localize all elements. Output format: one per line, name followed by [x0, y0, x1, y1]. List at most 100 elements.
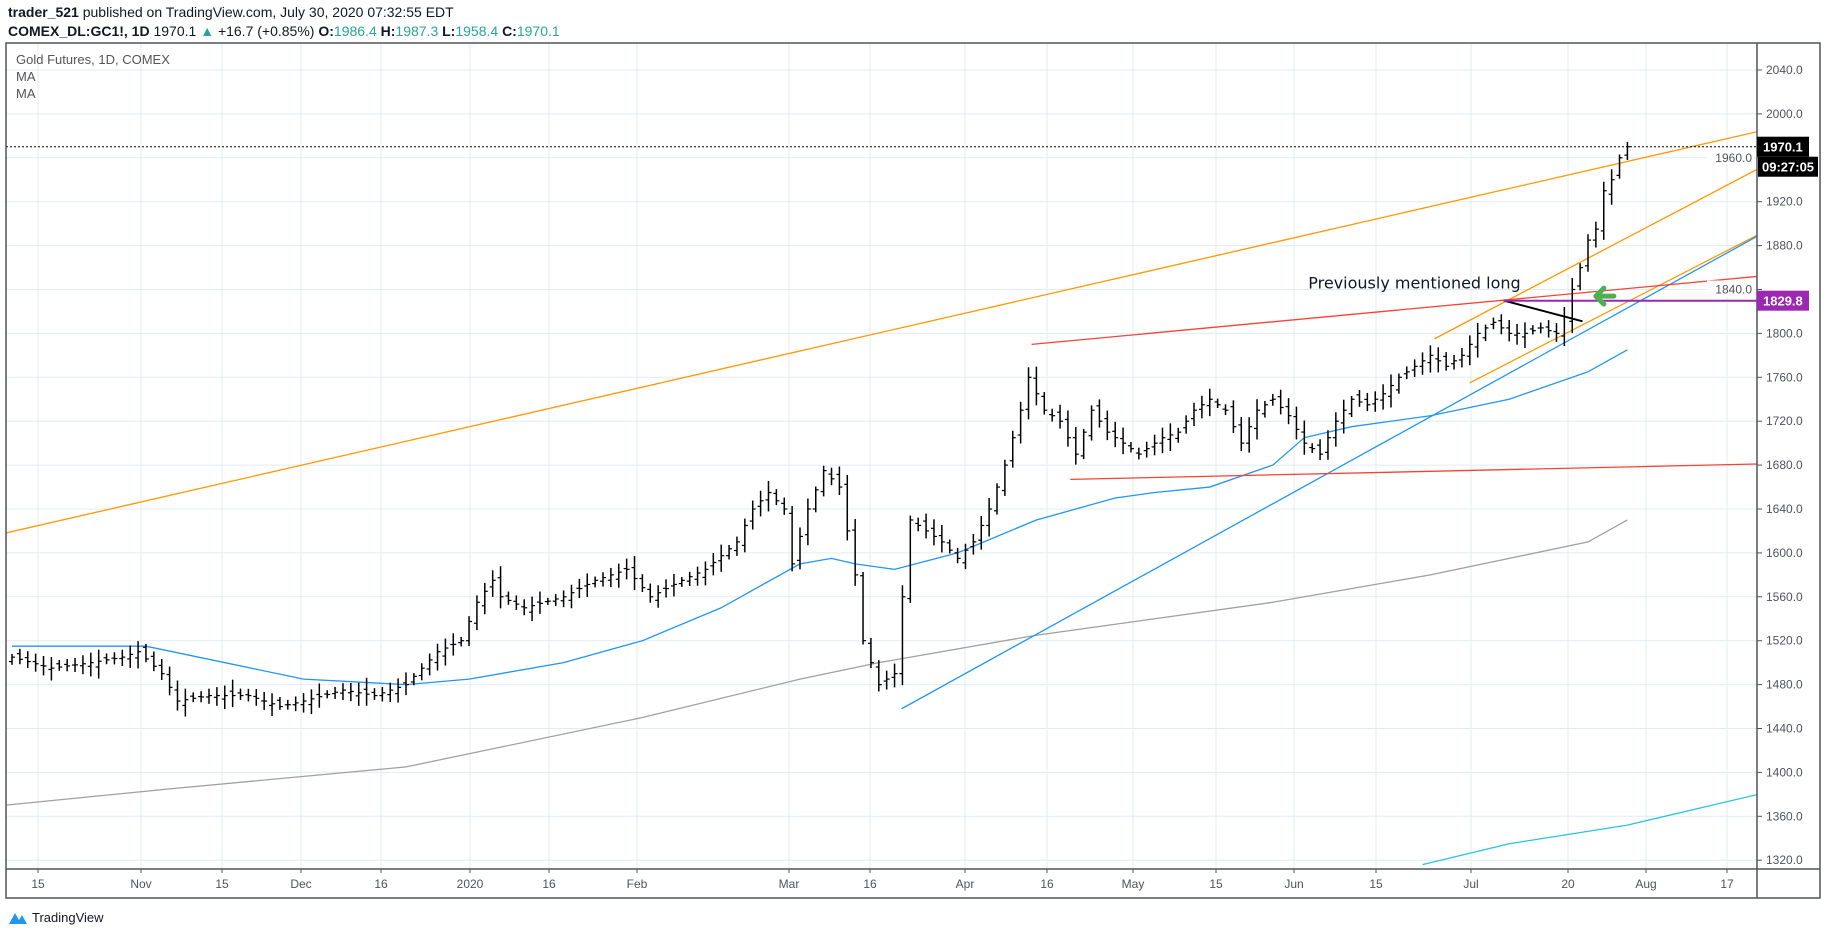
ohlc-bar	[166, 666, 173, 696]
ohlc-bar	[1151, 434, 1158, 456]
ohlc-bar	[1419, 352, 1426, 375]
ohlc-bar	[1096, 399, 1103, 428]
ohlc-bar	[95, 649, 102, 679]
ohlc-bar	[410, 673, 417, 686]
legend-title: Gold Futures, 1D, COMEX	[16, 52, 170, 67]
ohlc-bar	[229, 679, 236, 708]
high-value: 1987.3	[395, 23, 439, 39]
ohlc-bar	[418, 663, 425, 681]
ohlc-bar	[1443, 352, 1450, 371]
ohlc-bar	[686, 571, 693, 587]
ohlc-bar	[765, 480, 772, 512]
ohlc-bar	[986, 497, 993, 537]
x-tick-label: 16	[374, 877, 388, 891]
y-tick-label: 1720.0	[1766, 414, 1803, 428]
y-tick-label: 1680.0	[1766, 458, 1803, 472]
ohlc-bar	[1120, 427, 1127, 455]
ohlc-bar	[473, 595, 480, 631]
ohlc-bar	[1238, 416, 1245, 452]
ohlc-bar	[379, 686, 386, 702]
arrow-left-icon	[1593, 285, 1617, 307]
ohlc-bar	[757, 490, 764, 517]
trendline	[1469, 234, 1757, 384]
ohlc-bar	[182, 688, 189, 717]
ohlc-bar	[269, 693, 276, 716]
ohlc-bar	[1380, 384, 1387, 410]
last-price-badge	[1757, 136, 1809, 157]
ohlc-bar	[1033, 366, 1040, 406]
y-tick-label: 1400.0	[1766, 765, 1803, 779]
ohlc-bar	[150, 651, 157, 672]
ohlc-bar	[1466, 335, 1473, 366]
ohlc-bar	[1064, 410, 1071, 447]
ohlc-bar	[111, 652, 118, 665]
ohlc-bar	[16, 648, 23, 665]
trendline	[1434, 168, 1757, 340]
ohlc-bar	[544, 597, 551, 605]
y-tick-label: 1960.0	[1715, 151, 1752, 165]
ohlc-bar	[190, 692, 197, 703]
ohlc-bar	[844, 474, 851, 541]
legend-ma-2[interactable]: MA	[16, 86, 36, 101]
y-tick-label: 2040.0	[1766, 63, 1803, 77]
ohlc-bar	[867, 637, 874, 669]
ohlc-bar	[119, 649, 126, 666]
y-tick-label: 1360.0	[1766, 809, 1803, 823]
level-price-badge	[1757, 290, 1809, 311]
x-tick-label: 16	[542, 877, 556, 891]
ohlc-bar	[1159, 427, 1166, 454]
ohlc-bar	[450, 633, 457, 656]
ohlc-bar	[631, 556, 638, 591]
ohlc-bar	[883, 670, 890, 690]
ohlc-bar	[954, 547, 961, 564]
ohlc-bar	[158, 659, 165, 681]
y-tick-label: 1920.0	[1766, 195, 1803, 209]
ohlc-bar	[403, 672, 409, 696]
ohlc-bar	[1585, 234, 1591, 272]
ohlc-bar	[1261, 400, 1268, 418]
ohlc-bar	[1230, 400, 1237, 434]
ohlc-bar	[347, 683, 354, 702]
ohlc-bar	[1301, 420, 1308, 455]
moving-average-line	[12, 349, 1628, 686]
y-tick-label-backing	[1707, 280, 1754, 297]
ohlc-bar	[781, 497, 788, 515]
y-tick-label: 1480.0	[1766, 678, 1803, 692]
author[interactable]: trader_521	[8, 4, 79, 20]
ohlc-bar	[513, 595, 520, 610]
y-tick-label: 1600.0	[1766, 546, 1803, 560]
ohlc-bar	[923, 513, 930, 539]
legend-ma-1[interactable]: MA	[16, 69, 36, 84]
ohlc-bar	[481, 582, 488, 615]
ohlc-bar	[1372, 391, 1379, 412]
ohlc-bar	[1317, 439, 1324, 460]
ohlc-bar	[1506, 319, 1513, 342]
x-tick-label: Aug	[1635, 877, 1656, 891]
ohlc-bar	[355, 682, 362, 706]
ohlc-bar	[1364, 392, 1371, 412]
ohlc-bar	[1143, 441, 1150, 458]
open-label: O:	[318, 23, 334, 39]
ohlc-bar	[946, 539, 953, 554]
tradingview-logo[interactable]: TradingView	[8, 910, 104, 925]
moving-average-line	[6, 519, 1628, 806]
ohlc-bar	[24, 651, 31, 668]
ohlc-bar	[718, 544, 725, 572]
ohlc-bar	[198, 691, 205, 703]
moving-average-line	[1422, 793, 1757, 866]
ohlc-bar	[1191, 402, 1197, 426]
ohlc-bar	[797, 527, 803, 570]
ohlc-bar	[836, 466, 843, 495]
ohlc-bar	[1049, 408, 1056, 422]
ohlc-bar	[1435, 347, 1442, 373]
ohlc-bar	[363, 677, 370, 706]
ohlc-bar	[907, 515, 914, 603]
ohlc-bar	[1482, 324, 1489, 342]
ohlc-bar	[1135, 447, 1142, 460]
ohlc-bar	[607, 567, 614, 588]
ohlc-bar	[1246, 417, 1253, 453]
ohlc-bar	[1324, 430, 1331, 460]
ohlc-bar	[1041, 392, 1048, 415]
ohlc-bar	[749, 500, 756, 530]
